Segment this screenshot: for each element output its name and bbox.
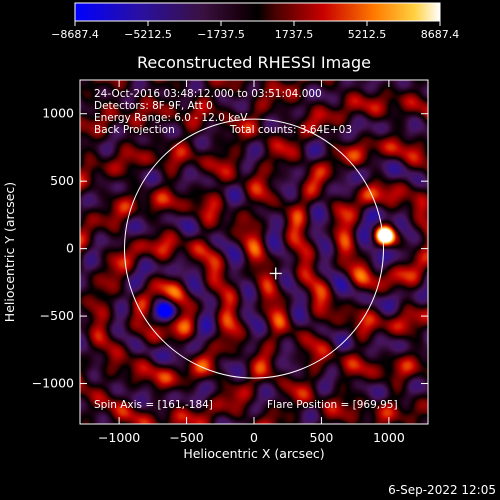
annotation-energy: Energy Range: 6.0 - 12.0 keV [94,112,248,124]
annotation-block: 24-Oct-2016 03:48:12.000 to 03:51:04.000… [94,88,352,136]
colorbar-tick-label: −8687.4 [51,28,99,41]
spin-axis-marker [269,267,282,280]
annotation-time: 24-Oct-2016 03:48:12.000 to 03:51:04.000 [94,88,322,100]
y-tick-label: −500 [40,308,74,323]
x-tick-label: −500 [169,430,203,445]
colorbar-tick-label: 5212.5 [348,28,387,41]
x-axis-label: Heliocentric X (arcsec) [183,446,324,461]
colorbar-tick-label: 1737.5 [275,28,314,41]
y-tick-label: 1000 [42,106,74,121]
x-tick-label: 1000 [373,430,405,445]
heatmap [80,80,428,424]
x-tick-label: 0 [250,430,258,445]
colorbar [74,2,441,22]
y-tick-label: −1000 [32,376,74,391]
x-tick-label: 500 [310,430,334,445]
annotation-counts: Total counts: 3.64E+03 [229,124,352,136]
y-tick-label: 500 [50,173,74,188]
flare-position-label: Flare Position = [969,95] [267,399,398,411]
colorbar-tick-label: −1737.5 [197,28,245,41]
x-tick-label: −1000 [98,430,140,445]
solar-limb-circle [124,118,384,379]
chart-title: Reconstructed RHESSI Image [137,53,371,72]
annotation-detectors: Detectors: 8F 9F, Att 0 [94,100,213,112]
spin-axis-label: Spin Axis = [161,-184] [94,399,213,411]
y-axis-label: Heliocentric Y (arcsec) [2,182,17,322]
y-tick-label: 0 [66,241,74,256]
footer-date: 6-Sep-2022 12:05 [388,483,496,497]
annotation-method: Back Projection [94,124,175,136]
colorbar-tick-label: −5212.5 [124,28,172,41]
axis-ticks: −1000 −500 0 500 1000 −1000 −500 0 500 1000 [32,80,428,445]
colorbar-ticks: −8687.4 −5212.5 −1737.5 1737.5 5212.5 8687.4 [51,21,459,41]
colorbar-tick-label: 8687.4 [421,28,460,41]
heatmap-image [80,80,428,424]
